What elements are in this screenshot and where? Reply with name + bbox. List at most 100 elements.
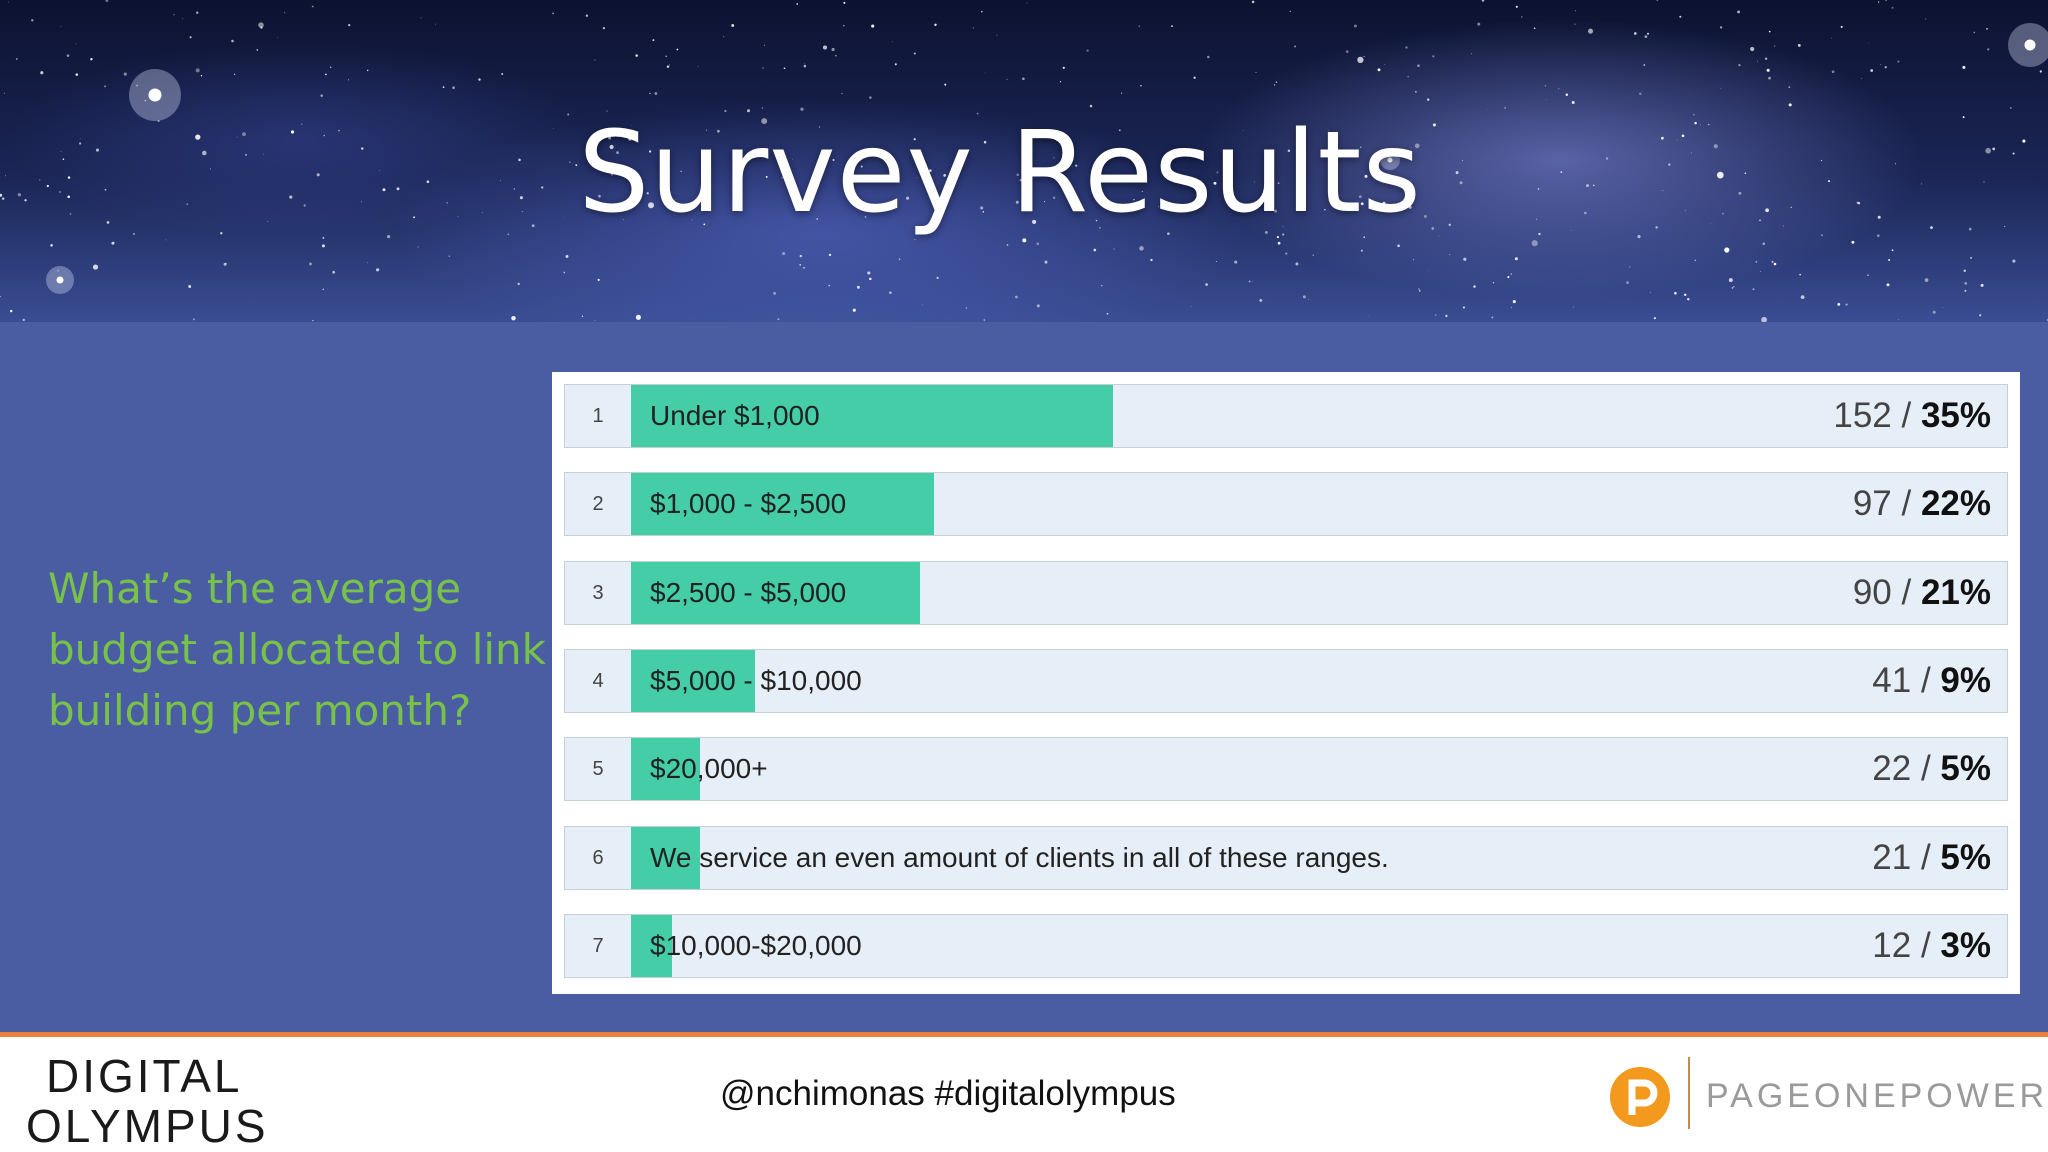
star [892,41,893,43]
star [1661,136,1664,140]
star [1307,299,1309,300]
star [1419,290,1421,292]
star [1461,159,1463,161]
logo-divider [1688,1057,1690,1129]
star [799,264,801,266]
star [1820,234,1823,237]
star [1040,134,1044,138]
star [898,258,901,261]
star [1750,46,1755,52]
star [1282,233,1285,236]
star [1851,240,1855,244]
star [69,213,72,215]
star [762,67,764,69]
star [1759,270,1761,272]
star [1169,172,1171,174]
star [668,64,670,66]
star [513,188,516,190]
star [50,244,53,247]
star [1242,130,1244,131]
star [598,194,601,198]
star [1363,55,1365,58]
star [1139,246,1144,251]
star [676,48,679,51]
star [1254,181,1256,183]
star [1655,226,1658,229]
star [773,292,776,295]
star [944,83,947,86]
star [1327,129,1329,131]
star [1820,159,1823,162]
star [1684,293,1687,296]
starfield [0,0,2048,322]
star [1694,121,1697,125]
star [1782,225,1784,227]
star [1423,214,1427,218]
star [635,54,638,57]
star [796,3,799,5]
star [691,219,693,221]
star [1886,283,1890,287]
star [1377,68,1381,72]
star [610,173,614,176]
star [1565,93,1569,97]
star [1738,191,1742,195]
star [1885,0,1887,2]
star [914,238,916,241]
star [635,314,641,320]
star [675,199,677,200]
star [312,319,314,322]
star [1417,64,1420,68]
star [195,134,201,140]
star [1138,25,1140,27]
star [1428,270,1429,272]
star [856,285,860,289]
star [348,79,349,81]
star [1985,147,1992,154]
star [575,164,578,167]
star [1925,18,1927,20]
star [59,191,61,193]
star [982,211,985,213]
star [852,308,856,312]
star [1799,273,1801,276]
star [256,48,259,51]
star [1359,146,1362,148]
star [761,118,768,125]
count-percent: 41 / 9% [1872,650,1991,712]
star [66,54,70,57]
results-chart: 1 Under $1,000 152 / 35% 2 $1,000 - $2,500 97… [552,372,2020,994]
star [608,136,612,140]
row-rank: 2 [592,493,604,516]
star [1538,232,1541,236]
star [1328,200,1331,202]
star [1744,172,1747,174]
star [1264,230,1268,234]
star [182,18,184,20]
star [871,24,875,28]
star [1016,173,1020,177]
star [803,64,807,68]
star [75,43,77,45]
star [706,190,708,192]
star [703,223,706,226]
star [189,36,192,39]
star [426,180,430,183]
star [67,195,71,199]
star [889,291,892,295]
star [1295,262,1299,266]
pageonepower-p-icon [1610,1067,1670,1127]
percent-value: 5% [1940,837,1991,877]
star [706,129,708,131]
star [1470,53,1472,55]
star [1545,99,1547,100]
star [210,168,211,170]
star [1894,163,1897,165]
star [39,179,41,181]
star [1289,10,1291,12]
star [1533,27,1536,30]
star [623,219,624,221]
star [40,71,44,75]
star [1679,15,1682,18]
category-label: Under $1,000 [650,400,820,431]
